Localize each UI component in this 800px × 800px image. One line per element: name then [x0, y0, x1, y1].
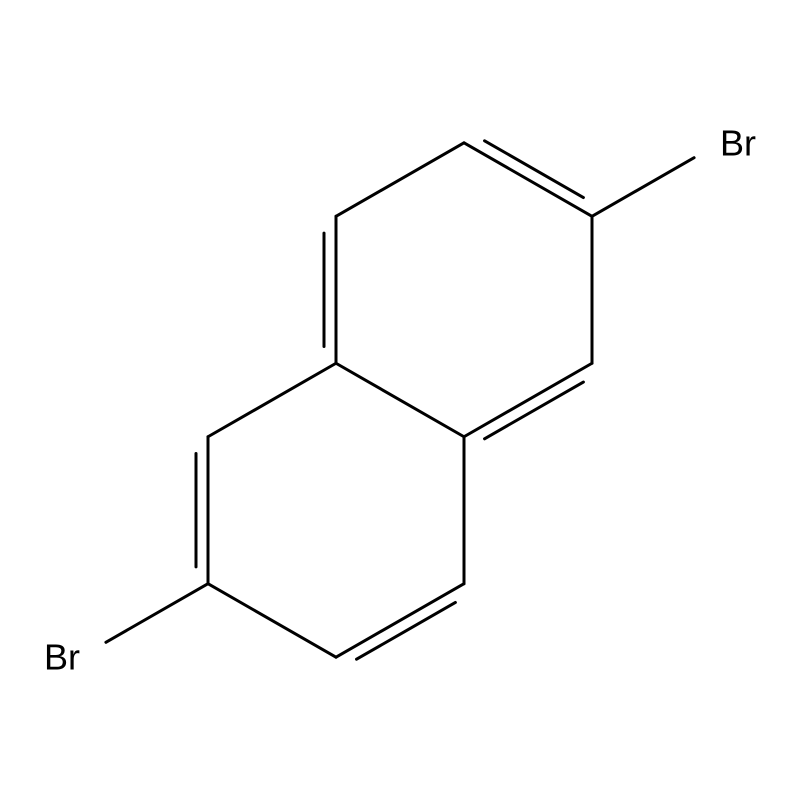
chemical-structure-diagram: Br Br — [0, 0, 800, 800]
atom-label-br: Br — [44, 637, 80, 678]
atom-label-br: Br — [720, 122, 756, 163]
bonds-group — [106, 141, 694, 659]
